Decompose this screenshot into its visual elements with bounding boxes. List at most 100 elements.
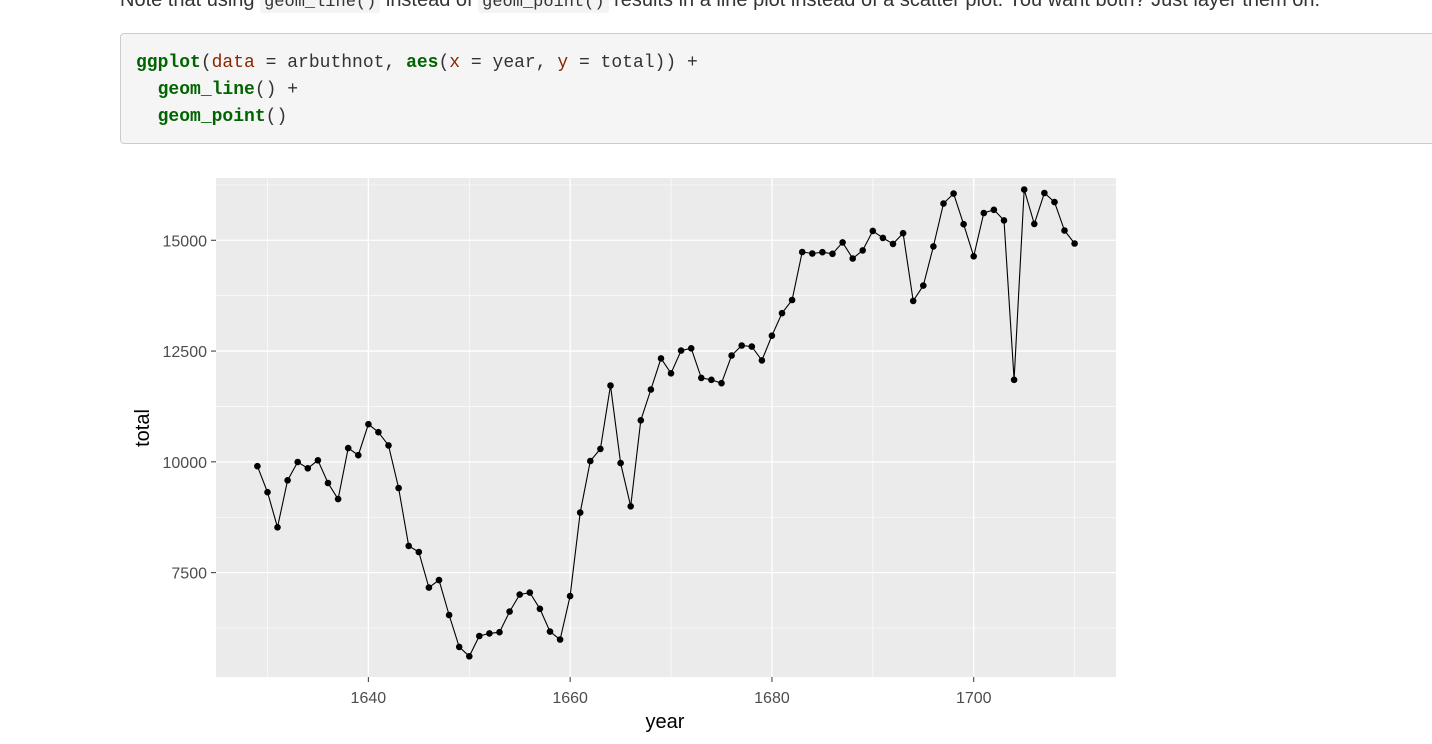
data-point bbox=[778, 309, 786, 317]
data-point bbox=[839, 239, 846, 246]
data-point bbox=[264, 488, 271, 496]
y-tick-label: 10000 bbox=[163, 455, 208, 472]
plot-panel bbox=[216, 178, 1116, 677]
data-point bbox=[314, 457, 322, 464]
data-point bbox=[617, 459, 624, 467]
intro-paragraph: Note that using geom_line() instead of g… bbox=[120, 0, 1320, 15]
data-point bbox=[1041, 189, 1048, 197]
data-point bbox=[960, 220, 967, 228]
data-point bbox=[788, 296, 796, 304]
prose-text-1: Note that using bbox=[120, 0, 261, 11]
data-point bbox=[728, 352, 735, 359]
code-text: ggplot(data = arbuthnot, aes(x = year, y… bbox=[136, 53, 698, 127]
data-point bbox=[476, 632, 483, 640]
inline-code-geom-point: geom_point() bbox=[478, 0, 609, 13]
y-tick-label: 12500 bbox=[163, 344, 208, 361]
minor-gridlines bbox=[216, 178, 1116, 677]
data-point bbox=[516, 591, 523, 598]
data-point bbox=[798, 248, 806, 256]
data-point bbox=[698, 374, 705, 382]
data-point bbox=[1071, 240, 1078, 247]
data-point bbox=[1051, 198, 1058, 206]
data-point bbox=[566, 592, 574, 600]
data-point bbox=[355, 451, 362, 459]
data-point bbox=[809, 250, 816, 257]
major-gridlines bbox=[216, 178, 1116, 677]
data-point bbox=[597, 445, 604, 453]
data-point bbox=[365, 420, 372, 428]
data-point bbox=[324, 479, 332, 487]
prose-text-2: instead of bbox=[380, 0, 479, 11]
data-point bbox=[1010, 376, 1018, 384]
data-point bbox=[748, 343, 756, 350]
data-point bbox=[1000, 217, 1008, 224]
data-point bbox=[415, 548, 423, 556]
data-point bbox=[385, 442, 392, 449]
data-point bbox=[334, 495, 342, 503]
data-point bbox=[940, 200, 947, 207]
data-point bbox=[667, 370, 675, 377]
data-point bbox=[879, 234, 887, 242]
data-point bbox=[637, 417, 645, 424]
data-point bbox=[466, 653, 473, 660]
tick-labels: 1640 1660 1680 1700 7500 10000 12500 15000 bbox=[163, 233, 992, 707]
data-point bbox=[526, 589, 534, 596]
data-point bbox=[687, 345, 695, 352]
data-point bbox=[304, 465, 312, 472]
x-tick-label: 1640 bbox=[351, 690, 387, 707]
data-point bbox=[970, 252, 977, 260]
data-point bbox=[849, 255, 856, 262]
data-point bbox=[496, 628, 503, 636]
data-point bbox=[859, 247, 866, 254]
y-tick-label: 7500 bbox=[171, 566, 207, 583]
data-point bbox=[677, 347, 685, 354]
x-tick-label: 1660 bbox=[552, 690, 588, 707]
data-point bbox=[1061, 227, 1068, 234]
data-point bbox=[425, 584, 433, 591]
data-point bbox=[758, 357, 766, 364]
data-point bbox=[486, 630, 493, 637]
data-point bbox=[536, 605, 544, 613]
data-point bbox=[768, 332, 776, 340]
inline-code-geom-line: geom_line() bbox=[260, 0, 381, 13]
data-point bbox=[284, 477, 291, 484]
data-point bbox=[445, 611, 453, 619]
code-block[interactable]: ggplot(data = arbuthnot, aes(x = year, y… bbox=[120, 33, 1432, 144]
code-fn-aes: aes bbox=[406, 53, 439, 73]
axis-ticks bbox=[211, 239, 975, 682]
y-axis-label: total bbox=[132, 409, 154, 447]
data-point bbox=[587, 457, 594, 465]
data-point bbox=[546, 628, 554, 635]
data-point bbox=[920, 282, 927, 289]
data-point bbox=[909, 297, 917, 305]
data-point bbox=[435, 576, 443, 584]
series-line bbox=[256, 189, 1076, 658]
data-point bbox=[395, 484, 402, 492]
data-point bbox=[375, 428, 382, 436]
data-point bbox=[405, 542, 413, 550]
data-point bbox=[718, 379, 725, 387]
data-point bbox=[899, 229, 907, 237]
data-point bbox=[556, 636, 564, 643]
code-fn-geom-line: geom_line bbox=[157, 80, 255, 100]
data-point bbox=[819, 248, 826, 256]
data-point bbox=[627, 503, 634, 510]
data-point bbox=[607, 382, 614, 389]
data-point bbox=[274, 524, 281, 531]
x-tick-label: 1700 bbox=[956, 690, 992, 707]
y-tick-label: 15000 bbox=[163, 233, 208, 250]
data-point bbox=[738, 342, 745, 349]
data-point bbox=[990, 206, 998, 214]
data-point bbox=[254, 462, 261, 470]
data-point bbox=[869, 227, 877, 235]
data-point bbox=[294, 458, 302, 466]
data-point bbox=[889, 240, 897, 248]
prose-text-3: results in a line plot instead of a scat… bbox=[608, 0, 1321, 11]
data-point bbox=[506, 608, 513, 615]
series-points bbox=[254, 186, 1078, 660]
data-point bbox=[950, 190, 957, 197]
code-fn-ggplot: ggplot bbox=[136, 53, 201, 73]
data-point bbox=[708, 376, 715, 384]
data-point bbox=[980, 209, 988, 217]
